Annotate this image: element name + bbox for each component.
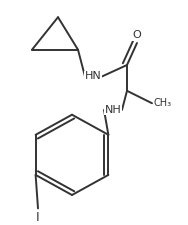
Text: O: O <box>133 30 141 40</box>
Text: NH: NH <box>105 105 121 115</box>
Text: CH₃: CH₃ <box>154 98 172 108</box>
Text: HN: HN <box>85 72 101 81</box>
Text: I: I <box>36 211 40 224</box>
